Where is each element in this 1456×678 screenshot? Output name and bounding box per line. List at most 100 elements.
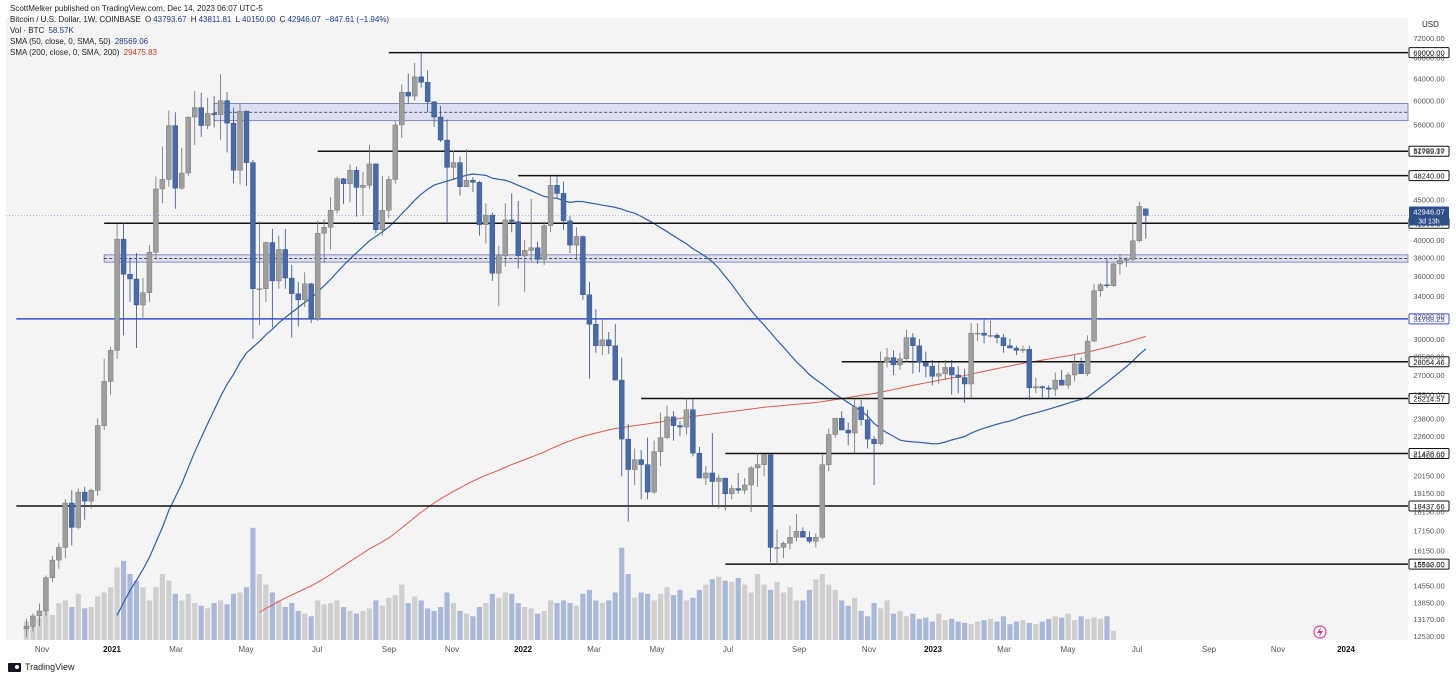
candle	[690, 398, 696, 457]
candle-body	[69, 502, 75, 528]
x-tick-label: Nov	[1271, 645, 1285, 654]
candle	[179, 147, 185, 190]
candle-body	[379, 210, 386, 230]
candle	[289, 264, 295, 338]
volume-bar	[1013, 621, 1020, 640]
candle	[302, 272, 308, 308]
volume-bar	[243, 587, 250, 640]
level-label: 28054.46	[1413, 358, 1444, 367]
candle	[1097, 282, 1104, 297]
volume-bar	[619, 547, 625, 640]
candle	[774, 529, 780, 565]
currency-label: USD	[1422, 20, 1439, 29]
level-tag	[1408, 47, 1450, 59]
candle	[528, 198, 534, 262]
candle-body	[716, 477, 722, 482]
indicator-volume[interactable]: Vol · BTC 58.57K	[10, 26, 74, 35]
candle-body	[729, 488, 735, 495]
candle	[386, 175, 392, 219]
volume-bar	[347, 610, 353, 640]
candle	[502, 203, 508, 267]
candle-body	[910, 337, 916, 346]
indicator-sma200[interactable]: SMA (200, close, 0, SMA, 200) 29475.83	[10, 48, 157, 57]
volume-bar	[95, 596, 101, 640]
volume-bar	[929, 621, 935, 640]
candle-body	[94, 425, 101, 491]
candle-body	[580, 236, 586, 295]
candle	[1033, 377, 1039, 394]
candle	[431, 101, 437, 127]
volume-bar	[942, 620, 948, 640]
indicator-sma50[interactable]: SMA (50, close, 0, SMA, 50) 28569.06	[10, 37, 149, 46]
candle-body	[49, 559, 56, 578]
volume-bar	[703, 584, 709, 640]
volume-bar	[315, 600, 321, 640]
candle-body	[858, 406, 864, 420]
candle	[987, 320, 994, 338]
volume-bar	[36, 617, 43, 640]
volume-bar	[250, 527, 256, 640]
volume-bar	[981, 620, 987, 640]
candle-body	[107, 350, 114, 382]
candle	[1000, 334, 1007, 353]
candle	[450, 150, 457, 180]
volume-bar	[127, 574, 133, 640]
open-value: 43793.67	[153, 15, 187, 24]
volume-bar	[1007, 624, 1013, 640]
candle	[560, 181, 567, 230]
candle	[826, 428, 832, 472]
volume-bar	[541, 610, 547, 640]
candle	[347, 164, 353, 203]
candle-body	[1071, 363, 1078, 376]
candle	[489, 212, 496, 281]
volume-bar	[418, 600, 424, 640]
candle	[69, 490, 75, 546]
y-tick-label: 14550.00	[1413, 582, 1444, 591]
candle-body	[1130, 240, 1136, 260]
x-tick-label: Nov	[862, 645, 876, 654]
volume-bar	[263, 584, 269, 640]
sma200-line	[259, 335, 1146, 613]
volume-bar	[179, 600, 185, 640]
candle-body	[101, 381, 107, 426]
candle	[269, 228, 276, 328]
volume-bar	[1072, 620, 1078, 640]
candle-body	[780, 543, 787, 548]
candle-body	[373, 163, 379, 230]
volume-bar	[470, 616, 476, 640]
volume-bar	[793, 600, 800, 640]
candle	[994, 333, 1000, 344]
volume-bar	[755, 574, 761, 640]
candle-body	[929, 365, 935, 377]
volume-bar	[735, 577, 741, 640]
volume-bar	[696, 589, 702, 640]
candle-body	[832, 418, 838, 435]
volume-bar	[327, 603, 334, 640]
y-tick-label: 52000.00	[1413, 146, 1444, 155]
volume-bar	[192, 603, 198, 640]
tradingview-logo[interactable]: TradingView	[8, 662, 75, 672]
volume-bar	[670, 595, 677, 640]
candle-body	[1000, 337, 1007, 346]
candle	[1058, 369, 1065, 386]
x-tick-label: May	[238, 645, 253, 654]
candle-body	[534, 247, 541, 260]
candle	[580, 235, 586, 300]
level-label: 69000.00	[1413, 49, 1444, 58]
candle-body	[955, 374, 961, 378]
volume-bar	[645, 593, 651, 640]
volume-bar	[483, 603, 489, 640]
candle	[644, 437, 651, 500]
x-tick-label: May	[649, 645, 664, 654]
candle	[321, 219, 327, 264]
volume-bar	[528, 608, 534, 640]
volume-bar	[146, 600, 153, 640]
candle	[780, 541, 787, 558]
candle-body	[521, 250, 528, 256]
candle-body	[269, 242, 276, 282]
volume-bar	[832, 589, 838, 640]
candle-body	[353, 170, 360, 188]
candle-body	[903, 337, 910, 360]
candle	[101, 358, 107, 431]
